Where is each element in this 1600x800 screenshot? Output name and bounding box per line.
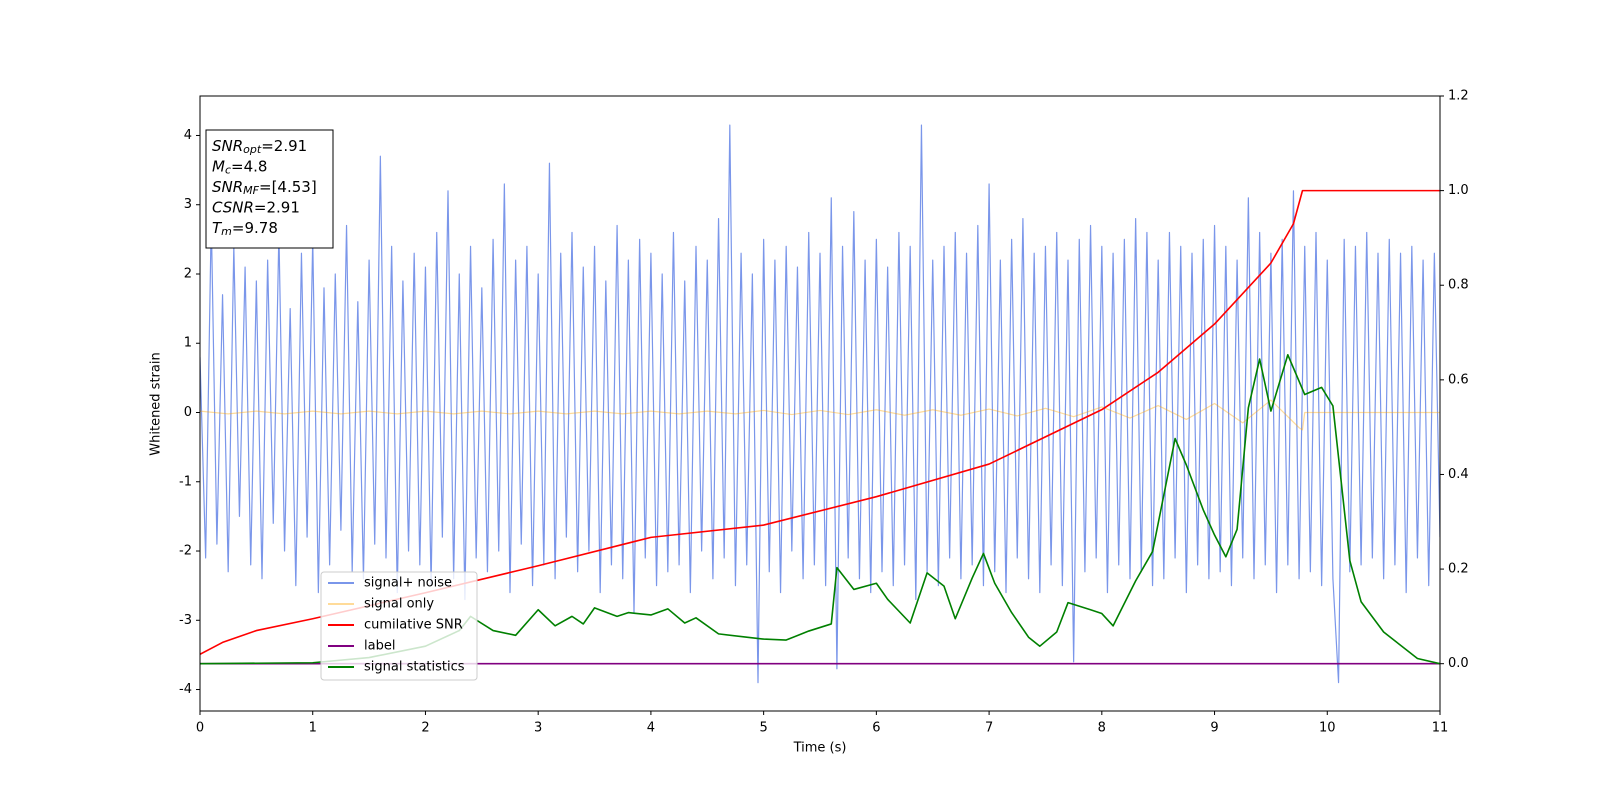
axes-frame: [199, 95, 1441, 712]
annotation-text: SNRopt=2.91: [212, 137, 307, 157]
y2-tick-label: 0.2: [1448, 562, 1469, 577]
annotation-symbol: SNR: [212, 137, 243, 155]
x-tick-label: 5: [759, 721, 767, 736]
x-tick-label: 1: [309, 721, 317, 736]
x-tick-label: 11: [1432, 721, 1449, 736]
annotation-symbol: CSNR: [212, 198, 254, 216]
y-tick-label: -3: [179, 613, 192, 628]
y2-tick-label: 0.0: [1448, 656, 1469, 671]
x-tick-label: 0: [196, 721, 204, 736]
annotation-frame: [205, 129, 334, 249]
y2-tick-label: 1.0: [1448, 183, 1469, 198]
annotation-text: Tm=9.78: [212, 219, 278, 239]
annotation-value: =[4.53]: [259, 178, 317, 196]
x-tick-label: 2: [421, 721, 429, 736]
annotation-symbol: M: [212, 157, 225, 175]
x-tick-label: 8: [1098, 721, 1106, 736]
legend-label: signal statistics: [364, 660, 465, 675]
y-tick-label: 0: [184, 405, 192, 420]
annotation-symbol: T: [212, 219, 223, 237]
annotation-subscript: c: [225, 164, 231, 177]
annotation-value: =2.91: [254, 198, 300, 216]
series-line: [200, 124, 1440, 684]
legend-label: signal only: [364, 597, 434, 612]
x-tick-label: 10: [1319, 721, 1336, 736]
y-tick-label: -2: [179, 544, 192, 559]
x-tick-label: 9: [1210, 721, 1218, 736]
y-tick-label: -4: [179, 682, 192, 697]
annotation-value: =4.8: [231, 157, 267, 175]
y-axis-label: Whitened strain: [149, 352, 164, 455]
y2-tick-label: 0.4: [1448, 467, 1469, 482]
y2-tick-label: 1.2: [1448, 89, 1469, 104]
annotation-subscript: MF: [243, 184, 259, 197]
annotation-value: =2.91: [261, 137, 307, 155]
y-tick-label: 4: [184, 128, 192, 143]
y-tick-label: 1: [184, 336, 192, 351]
series-line: [200, 189, 1440, 655]
annotation-subscript: m: [221, 225, 232, 238]
annotation-symbol: SNR: [212, 178, 243, 196]
y-tick-label: 3: [184, 197, 192, 212]
annotation-text: SNRMF=[4.53]: [212, 178, 317, 198]
legend: signal+ noise signal only cumilative SNR la…: [320, 571, 478, 681]
x-axis-label: Time (s): [793, 741, 847, 756]
series-line: [200, 399, 1440, 431]
annotation-box: SNRopt=2.91Mc=4.8SNRMF=[4.53]CSNR=2.91Tm…: [205, 129, 334, 249]
legend-frame: [320, 571, 478, 681]
annotation-text: Mc=4.8: [212, 157, 267, 177]
x-tick-label: 7: [985, 721, 993, 736]
x-tick-label: 6: [872, 721, 880, 736]
legend-label: label: [364, 639, 395, 654]
legend-label: cumilative SNR: [364, 618, 463, 633]
y-tick-label: 2: [184, 266, 192, 281]
y-tick-label: -1: [179, 474, 192, 489]
legend-label: signal+ noise: [364, 576, 452, 591]
annotation-subscript: opt: [243, 143, 262, 156]
x-tick-label: 4: [647, 721, 655, 736]
x-tick-label: 3: [534, 721, 542, 736]
y2-tick-label: 0.8: [1448, 278, 1469, 293]
annotation-text: CSNR=2.91: [212, 198, 300, 216]
series-line: [200, 353, 1440, 665]
annotation-value: =9.78: [232, 219, 278, 237]
y2-tick-label: 0.6: [1448, 372, 1469, 387]
